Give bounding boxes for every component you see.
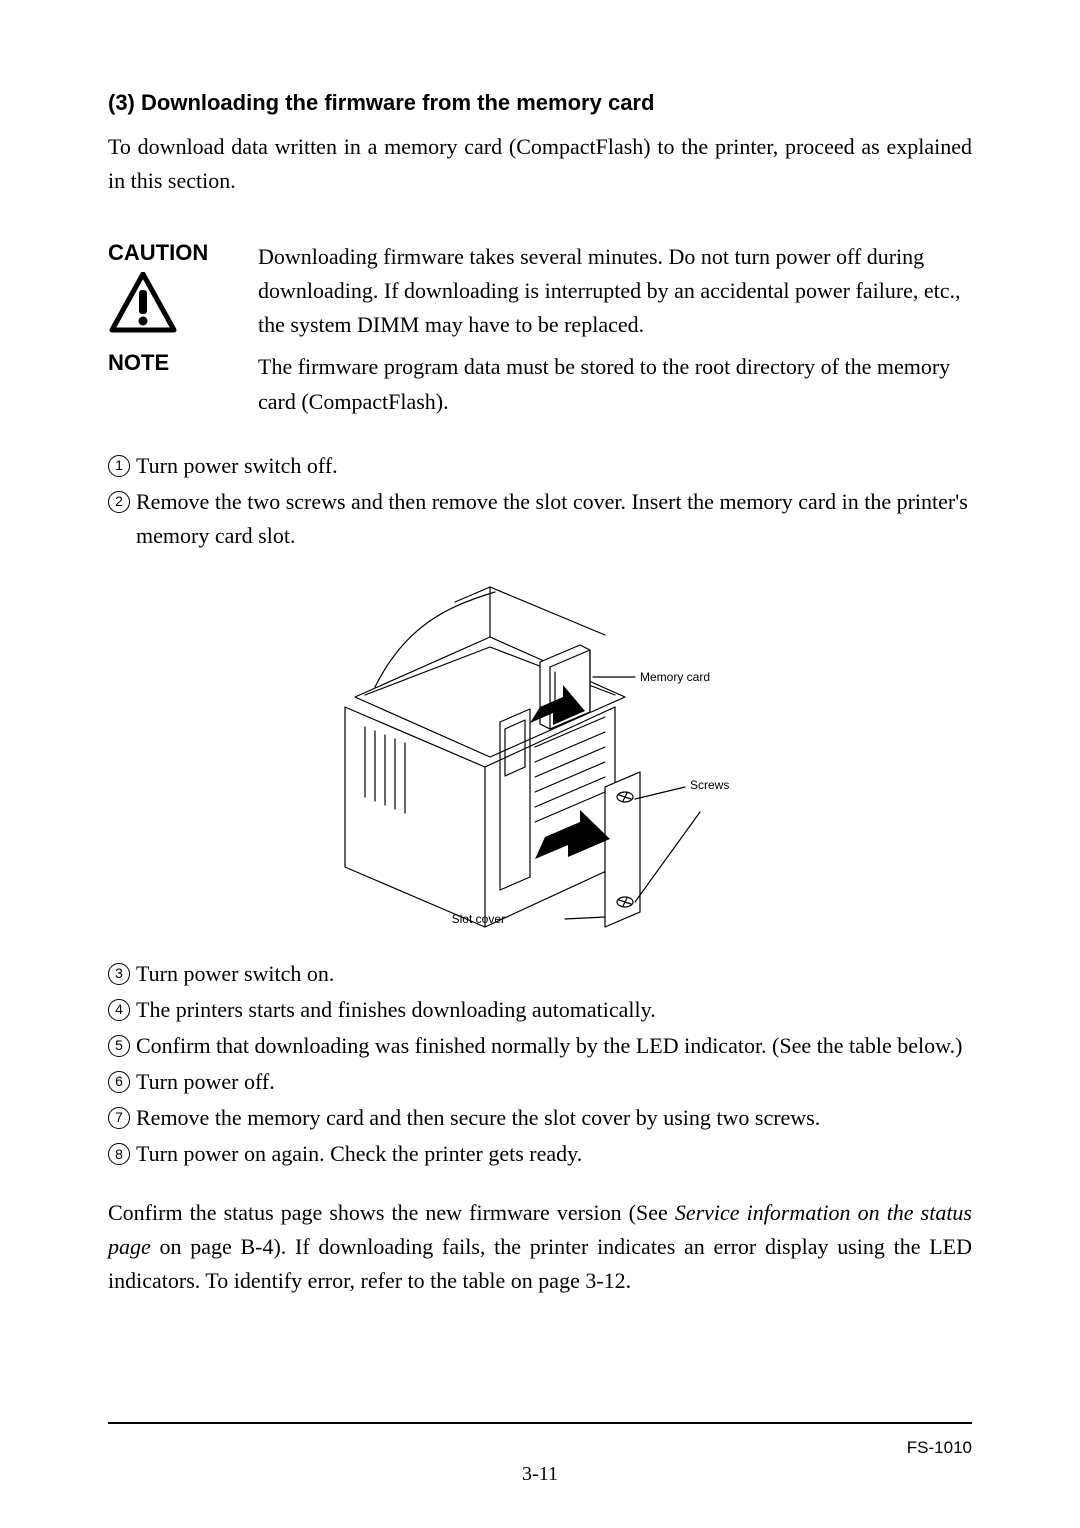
figure-label-memory-card: Memory card [640, 670, 710, 684]
closing-pre: Confirm the status page shows the new fi… [108, 1200, 675, 1225]
step-number-icon: 8 [108, 1143, 130, 1165]
note-block: NOTE The firmware program data must be s… [108, 350, 972, 418]
intro-paragraph: To download data written in a memory car… [108, 130, 972, 198]
note-text: The firmware program data must be stored… [258, 350, 972, 418]
step-item: 4 The printers starts and finishes downl… [108, 993, 972, 1027]
step-number-icon: 6 [108, 1071, 130, 1093]
figure-container: Memory card Screws Slot cover [108, 567, 972, 937]
closing-post: on page B-4). If downloading fails, the … [108, 1234, 972, 1293]
step-item: 1 Turn power switch off. [108, 449, 972, 483]
steps-list: 1 Turn power switch off. 2 Remove the tw… [108, 449, 972, 1172]
step-text: Turn power on again. Check the printer g… [136, 1137, 972, 1171]
step-number-icon: 7 [108, 1107, 130, 1129]
footer-model: FS-1010 [907, 1438, 972, 1458]
section-heading: (3) Downloading the firmware from the me… [108, 90, 972, 116]
step-text: Turn power switch off. [136, 449, 972, 483]
step-text: Remove the memory card and then secure t… [136, 1101, 972, 1135]
step-item: 5 Confirm that downloading was finished … [108, 1029, 972, 1063]
caution-text: Downloading firmware takes several minut… [258, 240, 972, 342]
printer-diagram: Memory card Screws Slot cover [305, 567, 775, 937]
step-text: Remove the two screws and then remove th… [136, 485, 972, 553]
step-text: Turn power switch on. [136, 957, 972, 991]
step-item: 3 Turn power switch on. [108, 957, 972, 991]
step-number-icon: 4 [108, 999, 130, 1021]
caution-block: CAUTION Downloading firmware takes sever… [108, 240, 972, 342]
step-item: 2 Remove the two screws and then remove … [108, 485, 972, 553]
step-number-icon: 2 [108, 491, 130, 513]
caution-label-column: CAUTION [108, 240, 258, 342]
closing-paragraph: Confirm the status page shows the new fi… [108, 1196, 972, 1298]
step-item: 7 Remove the memory card and then secure… [108, 1101, 972, 1135]
step-item: 8 Turn power on again. Check the printer… [108, 1137, 972, 1171]
step-number-icon: 1 [108, 455, 130, 477]
note-label: NOTE [108, 350, 258, 376]
note-label-column: NOTE [108, 350, 258, 418]
warning-icon [108, 272, 258, 339]
figure-label-slot-cover: Slot cover [452, 912, 505, 926]
step-item: 6 Turn power off. [108, 1065, 972, 1099]
footer-rule [108, 1422, 972, 1424]
step-number-icon: 3 [108, 963, 130, 985]
step-text: The printers starts and finishes downloa… [136, 993, 972, 1027]
step-text: Confirm that downloading was finished no… [136, 1029, 972, 1063]
step-number-icon: 5 [108, 1035, 130, 1057]
caution-label: CAUTION [108, 240, 258, 266]
figure-label-screws: Screws [690, 778, 729, 792]
footer-page-number: 3-11 [0, 1463, 1080, 1486]
step-text: Turn power off. [136, 1065, 972, 1099]
